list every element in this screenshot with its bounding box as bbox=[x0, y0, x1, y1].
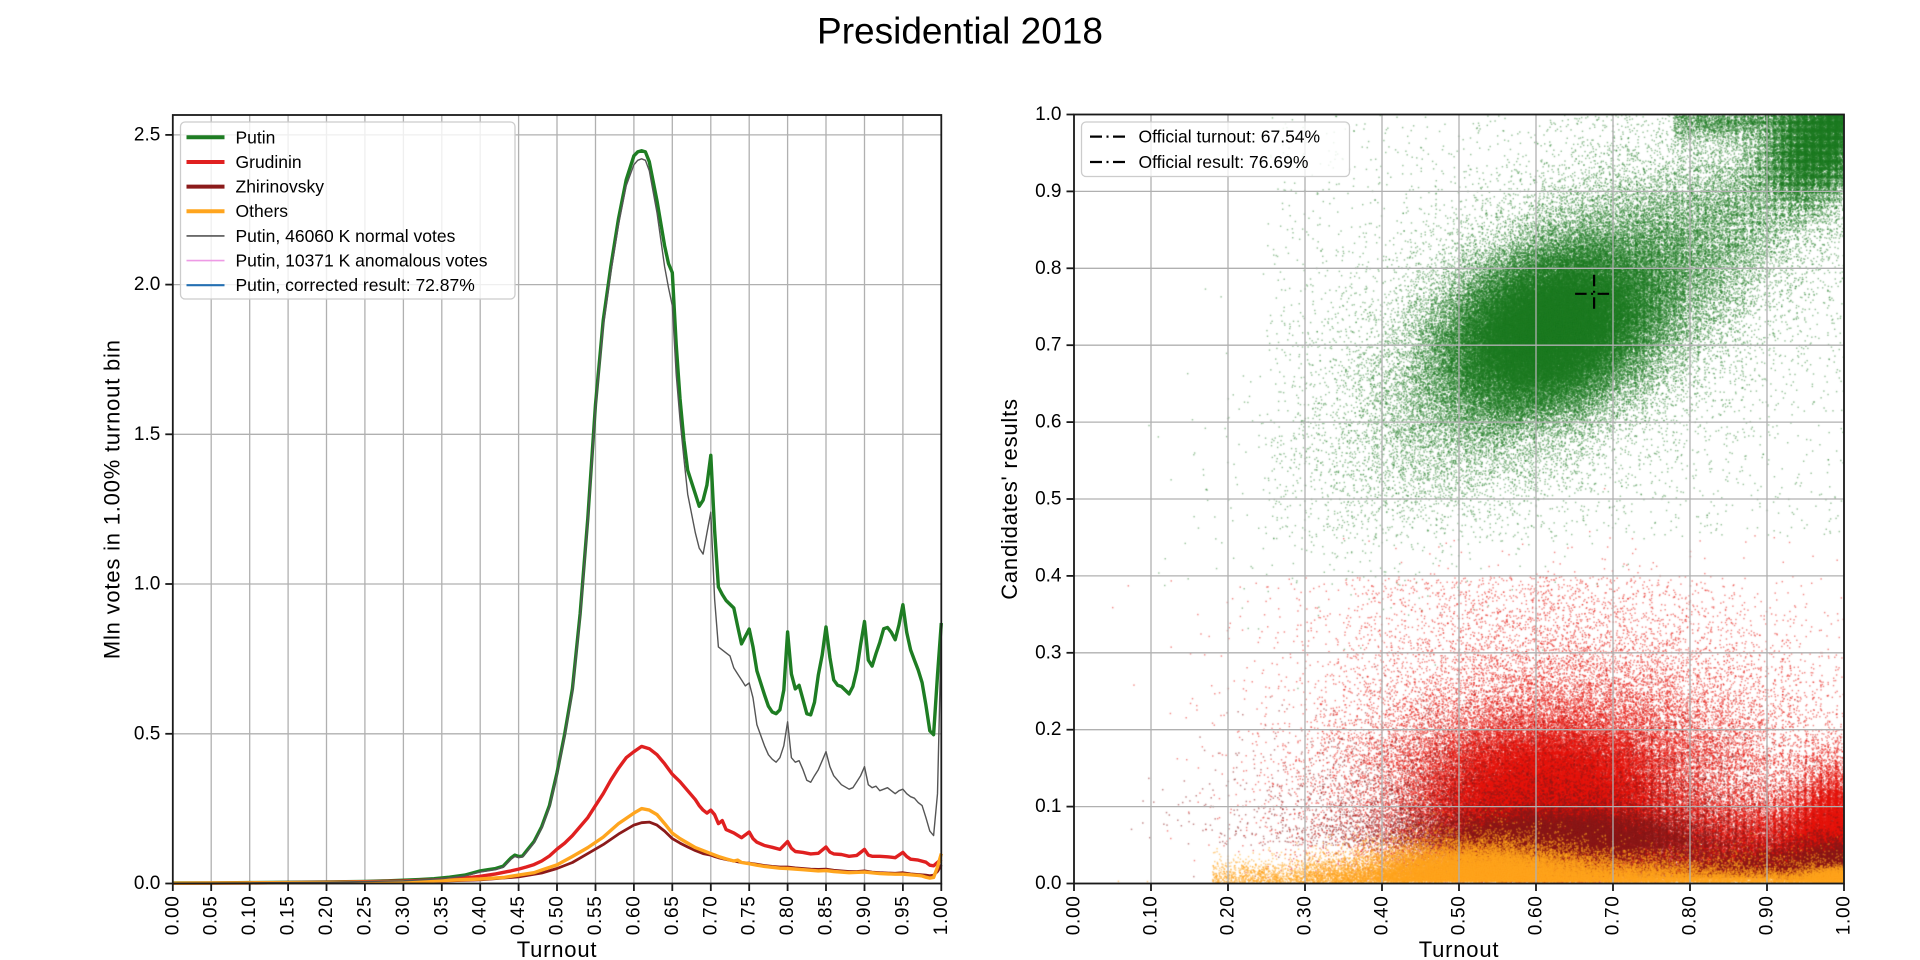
svg-text:0.8: 0.8 bbox=[1035, 258, 1061, 279]
svg-text:Turnout: Turnout bbox=[1419, 937, 1500, 960]
svg-text:0.20: 0.20 bbox=[316, 896, 337, 936]
svg-text:0.15: 0.15 bbox=[278, 896, 299, 936]
svg-text:0.00: 0.00 bbox=[162, 896, 183, 936]
svg-text:Putin, 10371 K anomalous votes: Putin, 10371 K anomalous votes bbox=[236, 251, 488, 271]
svg-text:0.20: 0.20 bbox=[1218, 896, 1239, 936]
svg-text:0.55: 0.55 bbox=[585, 896, 606, 936]
svg-text:0.30: 0.30 bbox=[393, 896, 414, 936]
svg-text:0.90: 0.90 bbox=[1757, 896, 1778, 936]
svg-text:Zhirinovsky: Zhirinovsky bbox=[236, 177, 325, 197]
svg-text:0.50: 0.50 bbox=[1449, 896, 1470, 936]
svg-text:0.5: 0.5 bbox=[134, 723, 160, 744]
svg-text:Official result: 76.69%: Official result: 76.69% bbox=[1139, 152, 1309, 172]
svg-text:0.10: 0.10 bbox=[239, 896, 260, 936]
svg-text:Official turnout: 67.54%: Official turnout: 67.54% bbox=[1139, 127, 1321, 147]
svg-text:Mln votes in 1.00% turnout bin: Mln votes in 1.00% turnout bin bbox=[100, 339, 125, 659]
svg-text:0.9: 0.9 bbox=[1035, 181, 1061, 202]
svg-text:Turnout: Turnout bbox=[517, 937, 598, 960]
svg-text:Putin: Putin bbox=[236, 127, 276, 147]
svg-text:Grudinin: Grudinin bbox=[236, 152, 302, 172]
svg-text:0.45: 0.45 bbox=[508, 896, 529, 936]
svg-text:0.25: 0.25 bbox=[354, 896, 375, 936]
svg-text:1.0: 1.0 bbox=[1035, 104, 1061, 125]
svg-text:Candidates' results: Candidates' results bbox=[997, 398, 1022, 600]
svg-text:2.0: 2.0 bbox=[134, 274, 160, 295]
svg-text:0.4: 0.4 bbox=[1035, 565, 1062, 586]
svg-text:1.5: 1.5 bbox=[134, 424, 160, 445]
svg-text:0.5: 0.5 bbox=[1035, 489, 1061, 510]
svg-text:0.30: 0.30 bbox=[1295, 896, 1316, 936]
svg-text:0.00: 0.00 bbox=[1064, 896, 1085, 936]
svg-text:0.3: 0.3 bbox=[1035, 642, 1061, 663]
svg-text:0.7: 0.7 bbox=[1035, 335, 1061, 356]
svg-text:Putin, 46060 K normal votes: Putin, 46060 K normal votes bbox=[236, 226, 456, 246]
svg-text:0.75: 0.75 bbox=[739, 896, 760, 936]
svg-text:0.0: 0.0 bbox=[134, 873, 160, 894]
svg-text:0.2: 0.2 bbox=[1035, 719, 1061, 740]
svg-text:1.00: 1.00 bbox=[1834, 896, 1855, 936]
svg-text:0.60: 0.60 bbox=[1526, 896, 1547, 936]
svg-text:0.05: 0.05 bbox=[201, 896, 222, 936]
svg-text:Putin, corrected result: 72.87: Putin, corrected result: 72.87% bbox=[236, 275, 475, 295]
svg-text:0.70: 0.70 bbox=[700, 896, 721, 936]
svg-text:0.35: 0.35 bbox=[431, 896, 452, 936]
svg-text:0.1: 0.1 bbox=[1035, 796, 1061, 817]
svg-text:Presidential 2018: Presidential 2018 bbox=[817, 11, 1103, 52]
svg-text:0.0: 0.0 bbox=[1035, 873, 1061, 894]
svg-text:0.80: 0.80 bbox=[777, 896, 798, 936]
svg-text:0.10: 0.10 bbox=[1141, 896, 1162, 936]
svg-text:0.6: 0.6 bbox=[1035, 412, 1061, 433]
svg-text:0.60: 0.60 bbox=[623, 896, 644, 936]
svg-text:0.95: 0.95 bbox=[892, 896, 913, 936]
svg-text:Others: Others bbox=[236, 201, 289, 221]
svg-text:0.80: 0.80 bbox=[1680, 896, 1701, 936]
svg-text:1.0: 1.0 bbox=[134, 574, 160, 595]
svg-text:0.40: 0.40 bbox=[470, 896, 491, 936]
svg-text:1.00: 1.00 bbox=[931, 896, 952, 936]
svg-text:0.70: 0.70 bbox=[1603, 896, 1624, 936]
svg-text:0.50: 0.50 bbox=[547, 896, 568, 936]
svg-text:0.90: 0.90 bbox=[854, 896, 875, 936]
svg-text:0.85: 0.85 bbox=[816, 896, 837, 936]
svg-text:2.5: 2.5 bbox=[134, 124, 160, 145]
svg-text:0.65: 0.65 bbox=[662, 896, 683, 936]
svg-text:0.40: 0.40 bbox=[1372, 896, 1393, 936]
